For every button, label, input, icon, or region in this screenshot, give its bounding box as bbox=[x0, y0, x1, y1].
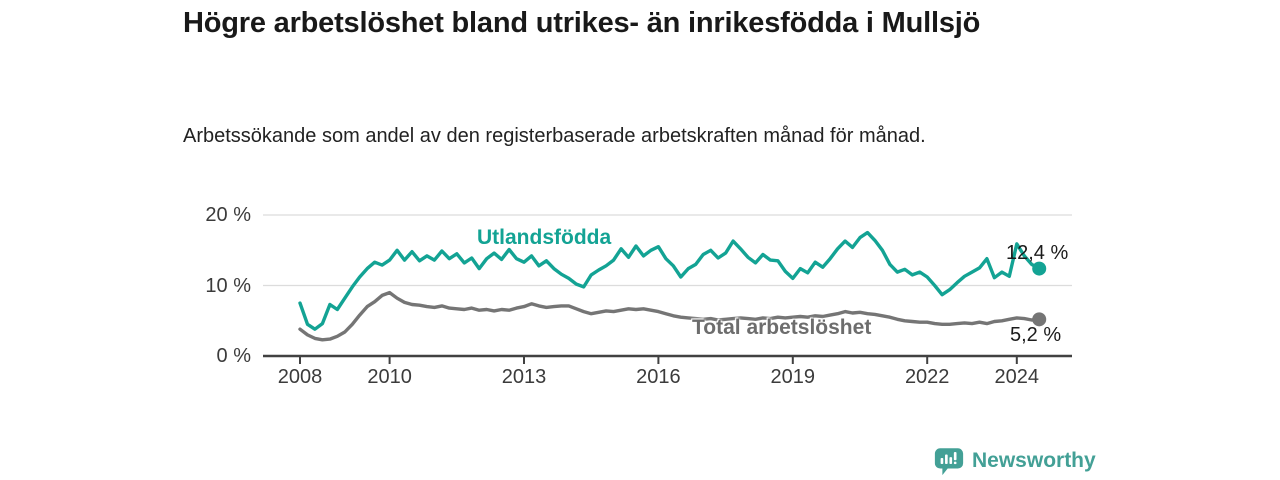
end-value-label-utlandsfodda: 12,4 % bbox=[1006, 242, 1069, 264]
x-axis-tick-label: 2010 bbox=[367, 366, 412, 388]
series-line-utlandsfodda bbox=[298, 230, 1041, 331]
x-axis-tick-label: 2013 bbox=[501, 366, 547, 388]
newsworthy-wordmark: Newsworthy bbox=[972, 449, 1096, 472]
y-axis-tick-label: 20 % bbox=[205, 204, 251, 226]
series-end-dot-total bbox=[1032, 312, 1047, 327]
series-line-total bbox=[298, 290, 1041, 342]
y-axis-tick-label: 10 % bbox=[205, 274, 251, 297]
series-end-dot-utlandsfodda bbox=[1032, 261, 1047, 276]
x-axis-tick-label: 2024 bbox=[994, 366, 1040, 388]
x-axis-tick-label: 2022 bbox=[904, 366, 950, 388]
series-label-utlandsfodda: Utlandsfödda bbox=[477, 226, 612, 249]
series-label-total-arbetsloshet: Total arbetslöshet bbox=[692, 316, 872, 339]
newsworthy-chart-bubble-icon bbox=[934, 447, 964, 475]
chart-subtitle: Arbetssökande som andel av den registerb… bbox=[183, 125, 926, 147]
x-axis-tick-label: 2016 bbox=[636, 366, 681, 388]
x-axis-tick-label: 2008 bbox=[277, 366, 323, 388]
end-value-label-total: 5,2 % bbox=[1010, 324, 1062, 346]
chart-title: Högre arbetslöshet bland utrikes- än inr… bbox=[183, 7, 981, 39]
newsworthy-logo[interactable]: Newsworthy bbox=[934, 446, 1096, 476]
x-axis-tick-label: 2019 bbox=[770, 366, 816, 388]
y-axis-tick-label: 0 % bbox=[216, 345, 251, 367]
